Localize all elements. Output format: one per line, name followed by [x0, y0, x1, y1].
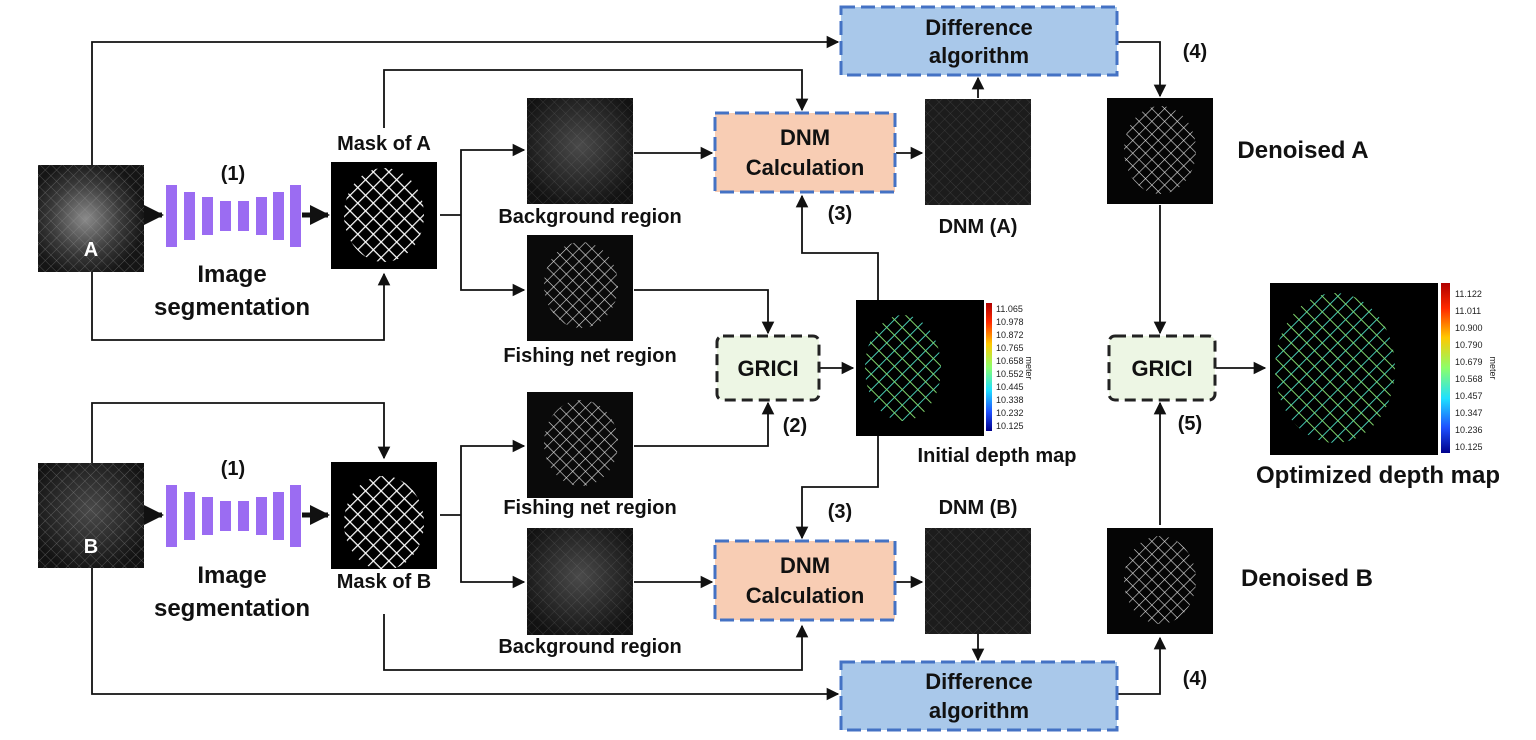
svg-text:10.658: 10.658 — [996, 356, 1024, 366]
dnm-a-image — [925, 99, 1031, 205]
image-seg-a-line1: Image — [197, 261, 266, 288]
fishing-net-region-a-label: Fishing net region — [503, 345, 676, 367]
difference-algorithm-box-top: Difference algorithm — [839, 5, 1119, 77]
dnm-b-image — [925, 528, 1031, 634]
optimized-colorbar-ticks: 11.122 11.011 10.900 10.790 10.679 10.56… — [1455, 289, 1498, 452]
optimized-colorbar — [1441, 283, 1450, 453]
labels: Image segmentation Image segmentation Ma… — [154, 133, 1500, 658]
svg-text:10.232: 10.232 — [996, 408, 1024, 418]
input-a-label: A — [84, 239, 98, 261]
optimized-colorbar-unit: meter — [1488, 356, 1498, 379]
svg-text:10.765: 10.765 — [996, 343, 1024, 353]
svg-text:10.568: 10.568 — [1455, 374, 1483, 384]
dnm-b-label: DNM (B) — [939, 497, 1018, 519]
initial-colorbar — [986, 303, 992, 431]
dnm-a-label: DNM (A) — [939, 216, 1018, 238]
denoised-a-image — [1107, 98, 1213, 204]
svg-text:10.236: 10.236 — [1455, 425, 1483, 435]
input-b-label: B — [84, 536, 98, 558]
svg-text:11.011: 11.011 — [1455, 306, 1481, 316]
svg-text:Calculation: Calculation — [746, 155, 865, 180]
svg-text:(3): (3) — [828, 501, 852, 523]
difference-algorithm-box-bottom: Difference algorithm — [839, 660, 1119, 732]
svg-text:(3): (3) — [828, 203, 852, 225]
dnm-calculation-box-b: DNM Calculation — [713, 539, 897, 622]
svg-text:10.552: 10.552 — [996, 369, 1024, 379]
mask-a-label: Mask of A — [337, 133, 431, 155]
svg-text:10.347: 10.347 — [1455, 408, 1483, 418]
svg-text:(5): (5) — [1178, 413, 1202, 435]
denoised-b-label: Denoised B — [1241, 565, 1373, 592]
svg-text:10.872: 10.872 — [996, 330, 1024, 340]
svg-text:10.445: 10.445 — [996, 382, 1024, 392]
svg-text:DNM: DNM — [780, 553, 830, 578]
fishing-net-region-a-image — [527, 235, 633, 341]
svg-text:(1): (1) — [221, 163, 245, 185]
image-seg-b-line2: segmentation — [154, 595, 310, 622]
denoised-b-image — [1107, 528, 1213, 634]
grici-box-left: GRICI — [715, 334, 821, 402]
background-region-b-label: Background region — [498, 636, 681, 658]
svg-text:11.122: 11.122 — [1455, 289, 1482, 299]
background-region-b-image — [527, 528, 633, 635]
svg-text:(1): (1) — [221, 458, 245, 480]
svg-text:algorithm: algorithm — [929, 698, 1029, 723]
svg-text:(2): (2) — [783, 415, 807, 437]
svg-text:GRICI: GRICI — [737, 356, 798, 381]
svg-text:10.125: 10.125 — [1455, 442, 1483, 452]
segmentation-network-a — [166, 185, 301, 247]
svg-text:GRICI: GRICI — [1131, 356, 1192, 381]
denoised-a-label: Denoised A — [1237, 137, 1368, 164]
svg-text:Difference: Difference — [925, 669, 1033, 694]
segmentation-network-b — [166, 485, 301, 547]
svg-text:Calculation: Calculation — [746, 583, 865, 608]
initial-depth-map-label: Initial depth map — [918, 445, 1077, 467]
svg-text:(4): (4) — [1183, 668, 1207, 690]
svg-text:10.125: 10.125 — [996, 421, 1024, 431]
mask-b-label: Mask of B — [337, 571, 431, 593]
input-image-a: A — [38, 165, 144, 272]
svg-text:10.338: 10.338 — [996, 395, 1024, 405]
svg-text:10.679: 10.679 — [1455, 357, 1483, 367]
dnm-calculation-box-a: DNM Calculation — [713, 111, 897, 194]
svg-text:10.790: 10.790 — [1455, 340, 1483, 350]
initial-colorbar-ticks: 11.065 10.978 10.872 10.765 10.658 10.55… — [996, 304, 1034, 431]
thick-arrows — [144, 205, 330, 525]
svg-text:DNM: DNM — [780, 125, 830, 150]
optimized-depth-map-label: Optimized depth map — [1256, 462, 1500, 489]
background-region-a-image — [527, 98, 633, 204]
image-seg-b-line1: Image — [197, 562, 266, 589]
svg-text:11.065: 11.065 — [996, 304, 1023, 314]
mask-b-image — [331, 462, 437, 569]
optimized-depth-map-image — [1270, 283, 1450, 455]
background-region-a-label: Background region — [498, 206, 681, 228]
fishing-net-region-b-image — [527, 392, 633, 498]
svg-text:10.457: 10.457 — [1455, 391, 1483, 401]
svg-text:10.978: 10.978 — [996, 317, 1024, 327]
svg-text:(4): (4) — [1183, 41, 1207, 63]
step-labels: (1) (1) (2) (3) (3) (4) (4) (5) — [221, 41, 1207, 690]
svg-text:Difference: Difference — [925, 15, 1033, 40]
svg-text:10.900: 10.900 — [1455, 323, 1483, 333]
image-seg-a-line2: segmentation — [154, 294, 310, 321]
mask-a-image — [331, 162, 437, 269]
connectors — [91, 35, 1267, 701]
initial-depth-map-image — [856, 300, 992, 436]
grici-box-right: GRICI — [1107, 334, 1217, 402]
fishing-net-region-b-label: Fishing net region — [503, 497, 676, 519]
svg-text:algorithm: algorithm — [929, 43, 1029, 68]
input-image-b: B — [38, 463, 144, 568]
initial-colorbar-unit: meter — [1024, 356, 1034, 379]
